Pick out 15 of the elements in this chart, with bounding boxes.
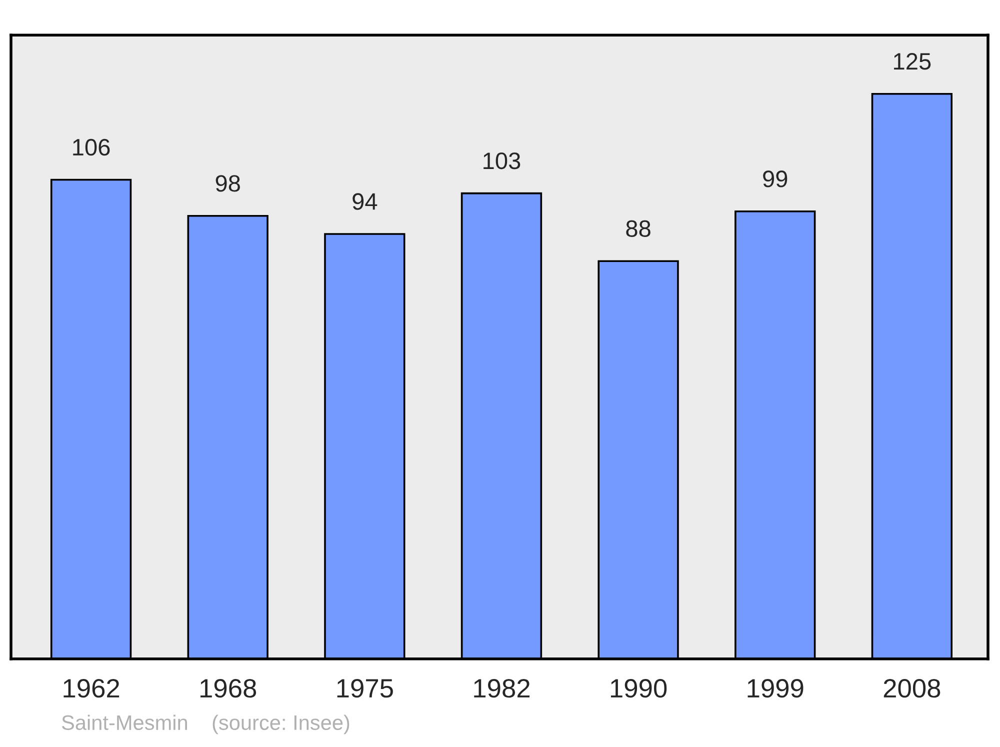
x-tick-label: 1975: [337, 678, 393, 698]
data-label: 99: [763, 170, 788, 188]
data-label: 106: [73, 138, 110, 156]
x-tick-label: 1968: [200, 678, 256, 698]
data-label: 98: [216, 175, 240, 192]
x-tick-label: 1990: [610, 678, 667, 698]
data-label: 125: [894, 53, 931, 70]
data-label: 94: [352, 193, 378, 210]
x-tick-label: 1962: [64, 678, 120, 698]
x-tick-label: 2008: [884, 678, 940, 698]
x-tick-label: 1982: [474, 678, 530, 698]
data-label: 88: [626, 220, 650, 237]
x-tick-label: 1999: [748, 678, 804, 698]
data-label: 103: [484, 152, 520, 170]
text: Saint-Mesmin (source: Insee): [62, 714, 350, 734]
